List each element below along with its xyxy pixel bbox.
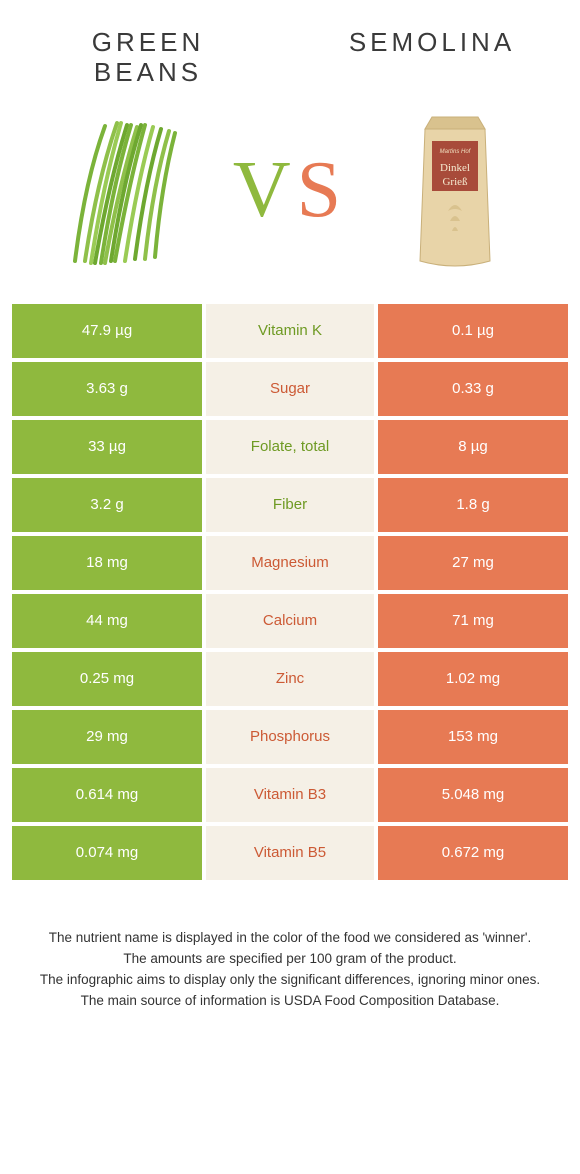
left-value: 33 µg <box>12 420 202 474</box>
right-value: 8 µg <box>378 420 568 474</box>
left-value: 0.074 mg <box>12 826 202 880</box>
footer-notes: The nutrient name is displayed in the co… <box>0 884 580 1012</box>
table-row: 18 mgMagnesium27 mg <box>12 536 568 590</box>
right-value: 1.8 g <box>378 478 568 532</box>
semolina-bag-icon: Martins Hof Dinkel Grieß <box>410 111 500 271</box>
nutrient-name: Sugar <box>206 362 374 416</box>
nutrient-name: Vitamin B5 <box>206 826 374 880</box>
table-row: 47.9 µgVitamin K0.1 µg <box>12 304 568 358</box>
left-food-image <box>40 106 210 276</box>
vs-label: VS <box>233 145 347 236</box>
left-food-title: GREEN BEANS <box>48 28 248 88</box>
nutrient-name: Phosphorus <box>206 710 374 764</box>
infographic-container: GREEN BEANS SEMOLINA <box>0 0 580 1174</box>
right-value: 27 mg <box>378 536 568 590</box>
green-beans-icon <box>45 111 205 271</box>
footer-line: The main source of information is USDA F… <box>28 991 552 1012</box>
left-value: 47.9 µg <box>12 304 202 358</box>
bag-brand-text: Martins Hof <box>440 149 472 155</box>
right-value: 0.672 mg <box>378 826 568 880</box>
right-value: 1.02 mg <box>378 652 568 706</box>
nutrient-name: Fiber <box>206 478 374 532</box>
table-row: 29 mgPhosphorus153 mg <box>12 710 568 764</box>
table-row: 33 µgFolate, total8 µg <box>12 420 568 474</box>
right-value: 0.33 g <box>378 362 568 416</box>
table-row: 0.25 mgZinc1.02 mg <box>12 652 568 706</box>
left-value: 0.614 mg <box>12 768 202 822</box>
left-value: 0.25 mg <box>12 652 202 706</box>
table-row: 0.614 mgVitamin B35.048 mg <box>12 768 568 822</box>
footer-line: The nutrient name is displayed in the co… <box>28 928 552 949</box>
bag-main-text-2: Grieß <box>442 176 468 188</box>
nutrient-name: Calcium <box>206 594 374 648</box>
right-value: 71 mg <box>378 594 568 648</box>
right-value: 0.1 µg <box>378 304 568 358</box>
nutrient-name: Vitamin K <box>206 304 374 358</box>
nutrient-name: Magnesium <box>206 536 374 590</box>
left-value: 44 mg <box>12 594 202 648</box>
images-row: VS Martins Hof Dinkel Grieß <box>0 88 580 304</box>
right-food-title: SEMOLINA <box>332 28 532 58</box>
table-row: 44 mgCalcium71 mg <box>12 594 568 648</box>
footer-line: The amounts are specified per 100 gram o… <box>28 949 552 970</box>
table-row: 3.2 gFiber1.8 g <box>12 478 568 532</box>
table-row: 3.63 gSugar0.33 g <box>12 362 568 416</box>
left-value: 3.63 g <box>12 362 202 416</box>
comparison-table: 47.9 µgVitamin K0.1 µg3.63 gSugar0.33 g3… <box>0 304 580 884</box>
nutrient-name: Vitamin B3 <box>206 768 374 822</box>
right-value: 153 mg <box>378 710 568 764</box>
nutrient-name: Folate, total <box>206 420 374 474</box>
header: GREEN BEANS SEMOLINA <box>0 0 580 88</box>
nutrient-name: Zinc <box>206 652 374 706</box>
left-value: 18 mg <box>12 536 202 590</box>
left-value: 29 mg <box>12 710 202 764</box>
left-value: 3.2 g <box>12 478 202 532</box>
right-food-image: Martins Hof Dinkel Grieß <box>370 106 540 276</box>
footer-line: The infographic aims to display only the… <box>28 970 552 991</box>
right-value: 5.048 mg <box>378 768 568 822</box>
bag-main-text-1: Dinkel <box>440 162 470 174</box>
table-row: 0.074 mgVitamin B50.672 mg <box>12 826 568 880</box>
